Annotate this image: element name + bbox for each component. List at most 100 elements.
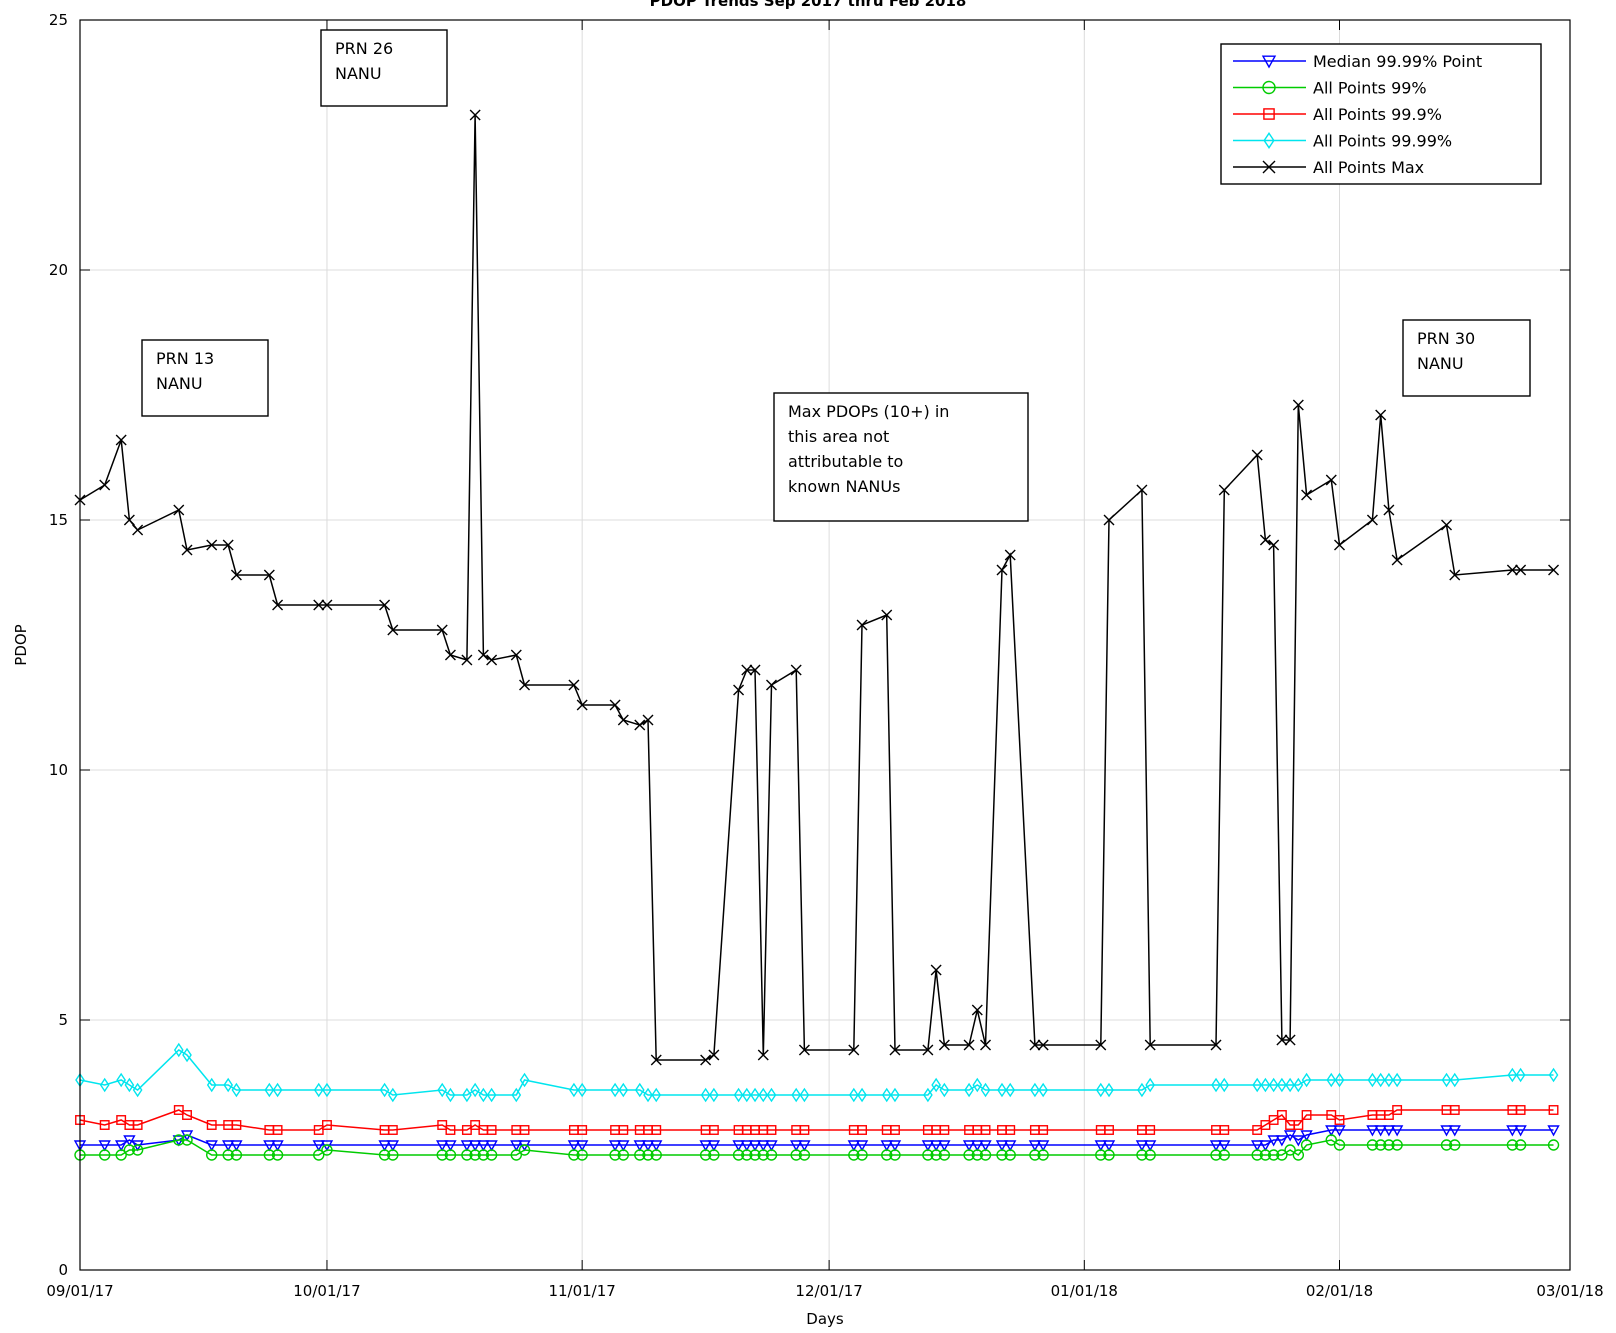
triangle-down-marker <box>888 1140 902 1152</box>
x-marker <box>263 569 275 581</box>
x-marker <box>1366 514 1378 526</box>
x-tick-label: 11/01/17 <box>548 1282 615 1300</box>
triangle-down-marker <box>1218 1140 1231 1152</box>
circle-marker <box>222 1149 234 1161</box>
annotation-text: PRN 26 <box>335 39 393 58</box>
diamond-marker <box>124 1077 135 1093</box>
circle-marker <box>436 1149 448 1161</box>
x-marker <box>1383 504 1395 516</box>
annotation-text: NANU <box>335 64 382 83</box>
triangle-down-marker <box>1259 1140 1272 1152</box>
diamond-marker <box>272 1082 283 1098</box>
square-marker <box>313 1125 324 1135</box>
square-marker <box>1326 1110 1337 1120</box>
diamond-marker <box>1095 1082 1106 1098</box>
triangle-down-marker <box>995 1140 1009 1152</box>
triangle-down-marker <box>855 1140 869 1152</box>
y-axis-label: PDOP <box>12 624 30 665</box>
triangle-down-marker <box>757 1140 770 1152</box>
triangle-down-marker <box>114 1140 128 1152</box>
x-tick-label: 01/01/18 <box>1051 1282 1118 1300</box>
square-marker <box>132 1120 143 1130</box>
diamond-marker <box>1507 1067 1518 1083</box>
circle-marker <box>477 1149 490 1161</box>
diamond-marker <box>206 1077 217 1093</box>
diamond-marker <box>1252 1077 1263 1093</box>
triangle-down-marker <box>444 1140 457 1152</box>
circle-marker <box>1037 1149 1049 1161</box>
circle-marker <box>1547 1139 1560 1151</box>
x-marker <box>519 679 531 691</box>
diamond-marker <box>890 1087 900 1103</box>
square-marker <box>1392 1105 1403 1115</box>
square-marker <box>1268 1115 1279 1125</box>
square-marker <box>1263 108 1275 120</box>
circle-marker <box>749 1149 761 1161</box>
circle-marker <box>1004 1149 1016 1161</box>
circle-marker <box>1267 1149 1280 1161</box>
x-marker <box>1292 399 1304 411</box>
triangle-down-marker <box>1448 1125 1461 1137</box>
series-all-points-max <box>74 109 1560 1066</box>
diamond-marker <box>1441 1072 1452 1088</box>
square-marker <box>651 1125 662 1135</box>
diamond-marker <box>1005 1082 1016 1098</box>
triangle-down-marker <box>1300 1130 1313 1142</box>
triangle-down-marker <box>699 1140 712 1152</box>
circle-marker <box>1136 1149 1148 1161</box>
x-marker <box>749 664 761 676</box>
diamond-marker <box>478 1087 489 1103</box>
diamond-marker <box>379 1082 390 1098</box>
circle-marker <box>444 1149 457 1161</box>
triangle-down-marker <box>230 1140 243 1152</box>
circle-marker <box>732 1149 745 1161</box>
triangle-down-marker <box>1366 1125 1379 1137</box>
diamond-marker <box>511 1087 522 1103</box>
y-tick-label: 15 <box>49 511 68 529</box>
triangle-down-marker <box>1292 1135 1305 1147</box>
triangle-down-marker <box>485 1140 498 1152</box>
circle-marker <box>979 1149 992 1161</box>
x-marker <box>650 1054 662 1066</box>
x-marker <box>1095 1039 1107 1051</box>
x-marker <box>642 714 654 726</box>
x-marker <box>980 1039 992 1051</box>
diamond-marker <box>1449 1072 1460 1088</box>
annotation-box <box>320 29 448 107</box>
square-marker <box>272 1125 283 1135</box>
triangle-down-marker <box>378 1140 391 1152</box>
x-marker <box>1449 569 1461 581</box>
triangle-down-marker <box>1325 1125 1338 1137</box>
x-marker <box>123 514 135 526</box>
x-marker <box>1301 489 1313 501</box>
triangle-down-marker <box>979 1140 992 1152</box>
x-marker <box>1210 1039 1222 1051</box>
legend-entry: All Points 99.9% <box>1233 105 1442 124</box>
x-marker <box>1276 1034 1288 1046</box>
diamond-marker <box>997 1082 1007 1098</box>
x-marker <box>1325 474 1337 486</box>
x-marker <box>321 599 333 611</box>
circle-marker <box>1366 1139 1379 1151</box>
diamond-marker <box>1326 1072 1337 1088</box>
square-marker <box>799 1125 810 1135</box>
triangle-down-marker <box>1094 1140 1107 1152</box>
triangle-down-marker <box>765 1140 778 1152</box>
circle-marker <box>971 1149 983 1161</box>
x-marker <box>1144 1039 1156 1051</box>
x-tick-label: 02/01/18 <box>1306 1282 1373 1300</box>
x-marker <box>798 1044 810 1056</box>
circle-marker <box>642 1149 654 1161</box>
triangle-down-marker <box>641 1140 655 1152</box>
square-marker <box>980 1125 991 1135</box>
diamond-marker <box>651 1087 662 1103</box>
legend-label: Median 99.99% Point <box>1313 52 1482 71</box>
x-marker <box>881 609 893 621</box>
diamond-marker <box>923 1087 933 1103</box>
diamond-marker <box>1137 1082 1147 1098</box>
circle-marker <box>1276 1149 1288 1161</box>
triangle-down-marker <box>436 1140 449 1152</box>
annotation-max-note: Max PDOPs (10+) in this area not attributa… <box>773 392 1029 522</box>
annotation-prn26: PRN 26 NANU <box>320 29 448 107</box>
diamond-marker <box>387 1087 398 1103</box>
